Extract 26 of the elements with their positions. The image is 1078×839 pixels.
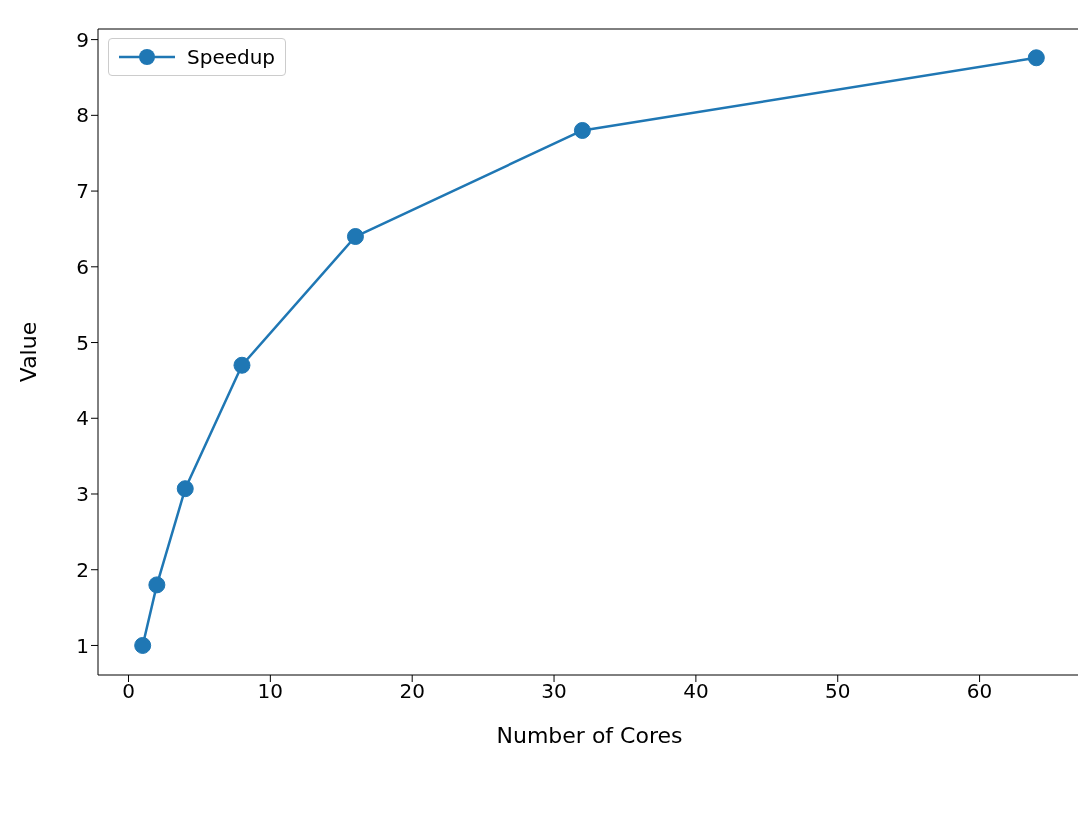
y-axis-title: Value: [15, 321, 41, 383]
x-tick-label: 60: [966, 679, 993, 704]
y-tick-label: 4: [76, 406, 89, 431]
x-tick-label: 40: [683, 679, 709, 704]
y-tick-label: 9: [76, 27, 89, 52]
y-tick-label: 8: [76, 103, 89, 128]
point: [176, 480, 194, 498]
legend-label: Speedup: [187, 45, 276, 69]
point: [1027, 49, 1045, 67]
point: [346, 228, 364, 246]
x-axis-title: Number of Cores: [496, 723, 683, 748]
point: [233, 356, 251, 374]
y-tick-label: 3: [76, 482, 89, 507]
y-tick-label: 7: [76, 179, 89, 204]
x-tick-label: 0: [122, 679, 135, 704]
x-tick-label: 50: [825, 679, 851, 704]
y-tick-label: 5: [76, 330, 89, 355]
point: [573, 121, 591, 139]
x-tick-label: 10: [257, 679, 284, 704]
point: [134, 636, 152, 654]
y-tick-label: 2: [76, 557, 89, 582]
x-tick-label: 20: [399, 679, 425, 704]
point: [148, 576, 166, 594]
y-tick-label: 6: [76, 254, 89, 279]
x-tick-label: 30: [541, 679, 567, 704]
y-tick-label: 1: [76, 633, 89, 658]
